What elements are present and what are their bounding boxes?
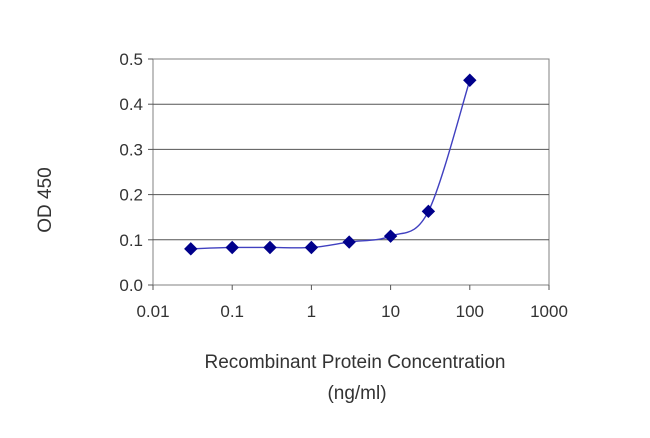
x-tick-label: 1 (307, 302, 316, 321)
x-tick-label: 0.01 (136, 302, 169, 321)
x-tick-label: 0.1 (220, 302, 244, 321)
y-tick-label: 0.1 (119, 231, 143, 250)
data-point-marker (225, 240, 239, 255)
data-point-marker (383, 229, 398, 243)
data-series (184, 73, 477, 256)
data-point-marker (463, 73, 477, 87)
tick-labels: 0.0 0.1 0.2 0.3 0.4 0.5 0.01 0.1 1 10 100 1000 (119, 50, 568, 321)
data-point-marker (304, 240, 319, 255)
y-tick-label: 0.3 (119, 140, 143, 159)
y-tick-label: 0.5 (119, 50, 143, 69)
data-point-marker (184, 242, 198, 256)
y-axis-title: OD 450 (35, 167, 56, 232)
x-tick-label: 1000 (530, 302, 568, 321)
y-tick-label: 0.0 (119, 276, 143, 295)
x-tick-label: 100 (456, 302, 484, 321)
y-tick-label: 0.2 (119, 186, 143, 205)
axes (148, 58, 550, 290)
data-point-marker (342, 235, 356, 249)
x-axis-title: Recombinant Protein Concentration (204, 352, 505, 373)
x-tick-label: 10 (381, 302, 400, 321)
data-point-marker (263, 240, 277, 255)
plot-area (152, 58, 550, 286)
x-axis-unit: (ng/ml) (327, 383, 386, 404)
y-tick-label: 0.4 (119, 95, 143, 114)
data-point-marker (421, 204, 436, 219)
